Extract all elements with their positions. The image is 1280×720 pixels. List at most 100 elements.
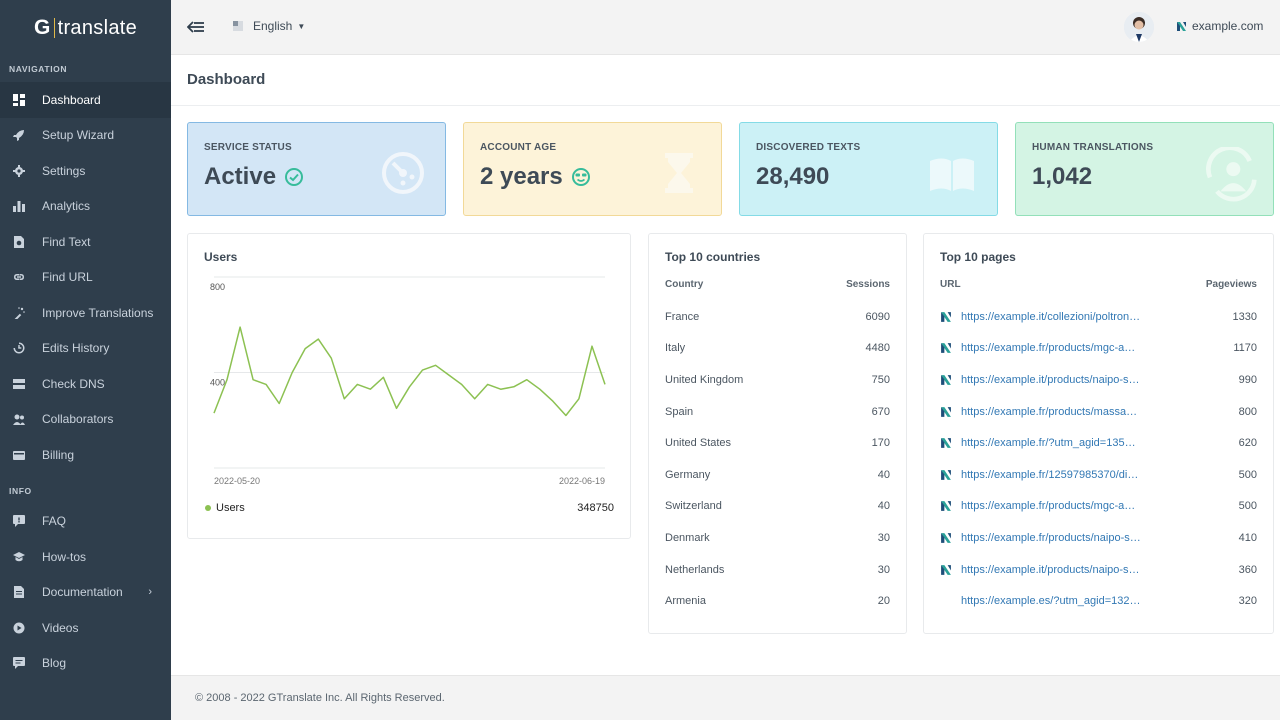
users-series-line: [213, 326, 606, 417]
stat-label: DISCOVERED TEXTS: [756, 142, 861, 153]
page-url-link[interactable]: https://example.fr/?utm_agid=135…: [961, 437, 1136, 450]
page-url-link[interactable]: https://example.fr/products/massa…: [961, 405, 1138, 418]
table-row: France 6090: [665, 301, 890, 333]
table-row: Denmark 30: [665, 522, 890, 554]
sidebar-item-label: Billing: [42, 447, 75, 462]
site-logo-icon: [941, 438, 951, 449]
page-url-link[interactable]: https://example.fr/products/mgc-a…: [961, 342, 1136, 355]
sessions-count: 40: [877, 468, 890, 481]
discovered-texts-card: DISCOVERED TEXTS 28,490: [739, 122, 998, 216]
sessions-count: 4480: [865, 342, 890, 355]
pageviews-count: 500: [1238, 500, 1257, 513]
col-header-sessions: Sessions: [846, 279, 890, 290]
stat-value-wrap: 28,490: [756, 163, 829, 191]
chart-legend[interactable]: Users: [205, 502, 245, 514]
sidebar-item-label: Settings: [42, 163, 86, 178]
account-age-card: ACCOUNT AGE 2 years: [463, 122, 722, 216]
logo-text: translate: [57, 16, 138, 39]
speedometer-icon: [382, 152, 424, 194]
pageviews-count: 620: [1238, 437, 1257, 450]
table-row: https://example.it/products/naipo-s… 360: [940, 554, 1257, 586]
sidebar-item-label: Improve Translations: [42, 305, 154, 320]
sidebar-item-edits-history[interactable]: Edits History: [0, 331, 171, 367]
page-url-link[interactable]: https://example.it/products/naipo-s…: [961, 563, 1140, 576]
top-countries-card: Top 10 countries Country Sessions France…: [648, 233, 907, 634]
sidebar-item-how-tos[interactable]: How-tos: [0, 539, 171, 575]
page-title: Dashboard: [187, 71, 266, 88]
site-logo-icon: [1177, 21, 1186, 31]
copyright-text: © 2008 - 2022 GTranslate Inc. All Rights…: [195, 692, 445, 704]
sidebar-item-check-dns[interactable]: Check DNS: [0, 366, 171, 402]
table-row: https://example.fr/products/massa… 800: [940, 396, 1257, 428]
language-selector[interactable]: English ▼: [233, 19, 305, 33]
language-flag-icon: [233, 21, 243, 31]
sidebar-item-label: FAQ: [42, 514, 67, 529]
table-row: https://example.fr/products/mgc-a… 1170: [940, 333, 1257, 365]
sidebar-item-dashboard[interactable]: Dashboard: [0, 82, 171, 118]
graduation-cap-icon: [13, 551, 25, 563]
page-url-link[interactable]: https://example.fr/products/naipo-s…: [961, 531, 1141, 544]
sidebar-item-billing[interactable]: Billing: [0, 437, 171, 473]
navigation-heading: NAVIGATION: [9, 64, 68, 74]
page-url-link[interactable]: https://example.es/?utm_agid=132…: [961, 595, 1141, 608]
sessions-count: 20: [877, 595, 890, 608]
country-name: Germany: [665, 468, 711, 481]
logo-divider: [53, 18, 55, 38]
page-url-link[interactable]: https://example.fr/products/mgc-a…: [961, 500, 1136, 513]
sidebar-item-settings[interactable]: Settings: [0, 153, 171, 189]
users-chart-card: Users 400 800 2022-05-20 2022-06-19 Users 3…: [187, 233, 631, 539]
page-url-link[interactable]: https://example.it/products/naipo-s…: [961, 373, 1140, 386]
table-row: https://example.es/?utm_agid=132… 320: [940, 585, 1257, 617]
site-logo-icon: [941, 343, 951, 354]
sidebar-item-faq[interactable]: FAQ: [0, 504, 171, 540]
card-title: Users: [204, 250, 238, 264]
magic-wand-icon: [13, 306, 25, 319]
pageviews-count: 320: [1238, 595, 1257, 608]
sidebar-item-blog[interactable]: Blog: [0, 646, 171, 682]
page-url-link[interactable]: https://example.fr/12597985370/di…: [961, 468, 1139, 481]
caret-down-icon: ▼: [297, 21, 306, 31]
sidebar-item-label: Analytics: [42, 199, 91, 214]
sidebar-item-label: Blog: [42, 656, 67, 671]
table-row: https://example.it/products/naipo-s… 990: [940, 364, 1257, 396]
sidebar: G translate NAVIGATION Dashboard Setup Wi…: [0, 0, 171, 720]
user-avatar[interactable]: [1124, 12, 1154, 42]
table-row: Netherlands 30: [665, 554, 890, 586]
x-tick-label: 2022-06-19: [559, 476, 605, 486]
site-logo-icon: [941, 469, 951, 480]
table-row: Armenia 20: [665, 585, 890, 617]
sidebar-item-analytics[interactable]: Analytics: [0, 189, 171, 225]
country-name: Switzerland: [665, 500, 722, 513]
sidebar-item-videos[interactable]: Videos: [0, 610, 171, 646]
country-name: Netherlands: [665, 563, 725, 576]
table-row: United States 170: [665, 427, 890, 459]
table-row: https://example.it/collezioni/poltron… 13…: [940, 301, 1257, 333]
country-name: United States: [665, 437, 732, 450]
sidebar-item-find-text[interactable]: Find Text: [0, 224, 171, 260]
sidebar-item-improve-translations[interactable]: Improve Translations: [0, 295, 171, 331]
logo-g: G: [33, 16, 51, 39]
site-logo-icon: [941, 375, 951, 385]
hourglass-icon: [665, 153, 693, 193]
col-header-country: Country: [665, 279, 704, 290]
sidebar-item-collaborators[interactable]: Collaborators: [0, 402, 171, 438]
sidebar-item-documentation[interactable]: Documentation ›: [0, 575, 171, 611]
site-selector[interactable]: example.com: [1176, 19, 1263, 33]
chevron-right-icon: ›: [148, 586, 152, 599]
open-book-icon: [930, 158, 974, 191]
sidebar-item-setup-wizard[interactable]: Setup Wizard: [0, 118, 171, 154]
topbar: English ▼ example.com: [171, 0, 1280, 55]
stat-value-wrap: 2 years: [480, 163, 591, 191]
sessions-count: 40: [877, 500, 890, 513]
card-title: Top 10 pages: [940, 250, 1016, 264]
sidebar-item-find-url[interactable]: Find URL: [0, 260, 171, 296]
sessions-count: 30: [877, 531, 890, 544]
y-tick-label: 800: [210, 282, 225, 292]
page-url-link[interactable]: https://example.it/collezioni/poltron…: [961, 310, 1141, 323]
gtranslate-logo[interactable]: G translate: [0, 0, 171, 56]
sidebar-item-label: Videos: [42, 620, 79, 635]
menu-toggle-icon[interactable]: [187, 19, 205, 35]
table-row: https://example.fr/products/mgc-a… 500: [940, 491, 1257, 523]
server-icon: [13, 378, 25, 390]
table-row: Italy 4480: [665, 333, 890, 365]
